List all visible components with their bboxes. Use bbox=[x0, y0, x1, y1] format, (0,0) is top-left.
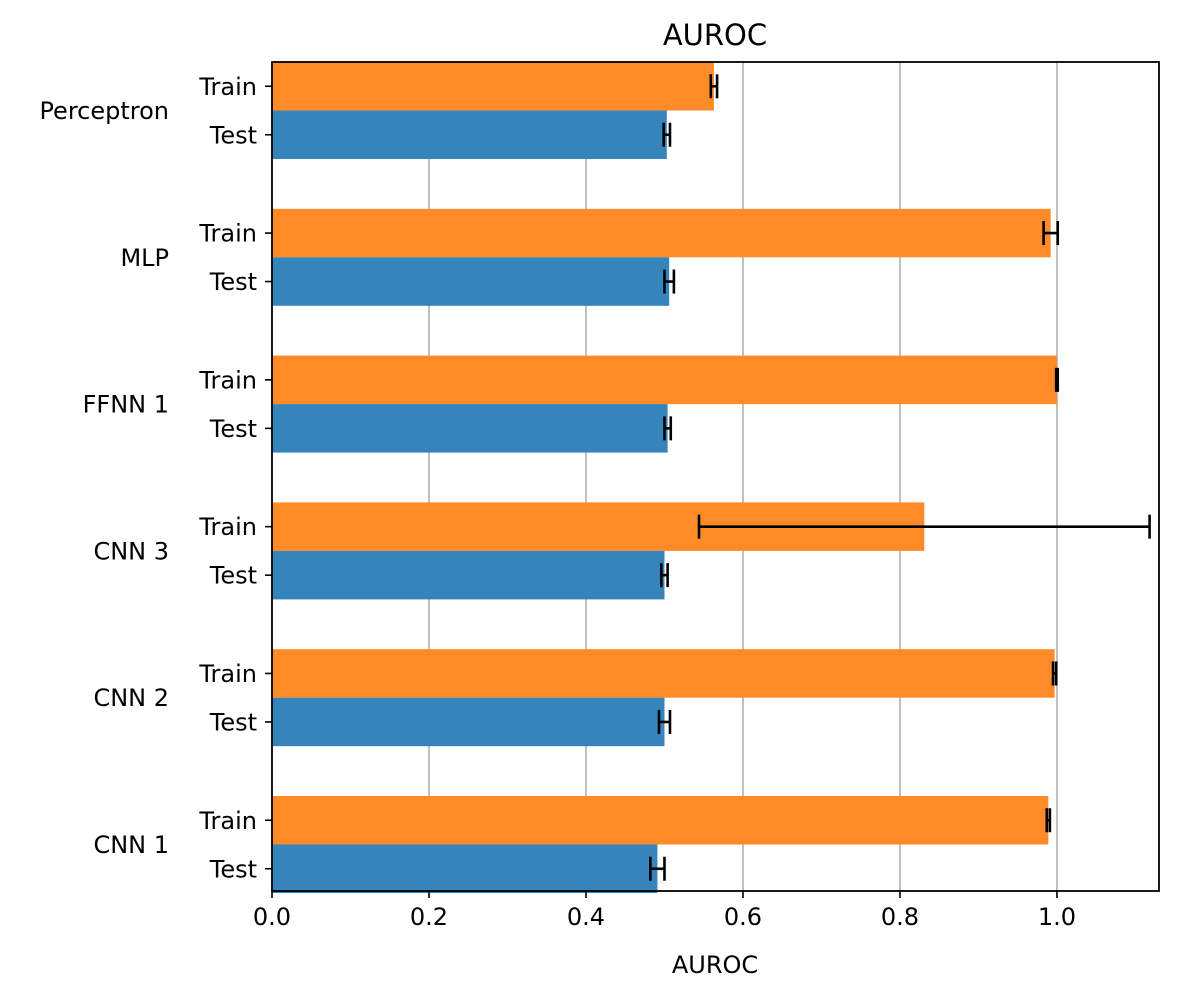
category-label: CNN 2 bbox=[93, 684, 169, 712]
bar-test bbox=[272, 257, 670, 306]
y-tick-label: Test bbox=[209, 415, 257, 443]
category-label: FFNN 1 bbox=[83, 391, 169, 419]
bar-train bbox=[272, 355, 1057, 405]
y-tick-label: Test bbox=[209, 268, 257, 296]
y-tick-label: Test bbox=[209, 708, 257, 736]
error-bars bbox=[649, 74, 1151, 881]
category-label: CNN 1 bbox=[93, 831, 169, 859]
bar-train bbox=[272, 62, 714, 111]
ticks: 0.0 0.2 0.4 0.6 0.8 1.0 Train Test Perceptron Tra… bbox=[39, 73, 1076, 931]
category-label: Perceptron bbox=[39, 97, 169, 125]
bar-test bbox=[272, 550, 665, 600]
x-tick-label: 0.4 bbox=[567, 903, 605, 931]
bar-test bbox=[272, 844, 658, 893]
y-tick-label: Train bbox=[198, 807, 257, 835]
bar-test bbox=[272, 404, 668, 453]
x-tick-label: 0.6 bbox=[724, 903, 762, 931]
y-tick-label: Test bbox=[209, 855, 257, 883]
bar-test bbox=[272, 697, 665, 747]
y-tick-label: Train bbox=[198, 220, 257, 248]
x-tick-label: 0.2 bbox=[410, 903, 448, 931]
y-tick-label: Train bbox=[198, 366, 257, 394]
bar-train bbox=[272, 796, 1049, 845]
bar-test bbox=[272, 110, 667, 159]
bar-train bbox=[272, 208, 1051, 258]
y-tick-label: Test bbox=[209, 121, 257, 149]
y-tick-label: Train bbox=[198, 73, 257, 101]
y-tick-label: Train bbox=[198, 513, 257, 541]
plot-frame bbox=[271, 61, 1160, 892]
category-label: MLP bbox=[120, 244, 169, 272]
y-tick-label: Train bbox=[198, 660, 257, 688]
x-tick-label: 0.8 bbox=[881, 903, 919, 931]
x-axis-label: AUROC bbox=[672, 951, 758, 979]
x-tick-label: 1.0 bbox=[1038, 903, 1076, 931]
x-tick-label: 0.0 bbox=[253, 903, 291, 931]
chart-title: AUROC bbox=[663, 18, 767, 52]
y-tick-label: Test bbox=[209, 562, 257, 590]
bar-train bbox=[272, 649, 1055, 698]
bars bbox=[272, 62, 1057, 893]
gridlines bbox=[428, 62, 1058, 891]
category-label: CNN 3 bbox=[93, 537, 169, 565]
